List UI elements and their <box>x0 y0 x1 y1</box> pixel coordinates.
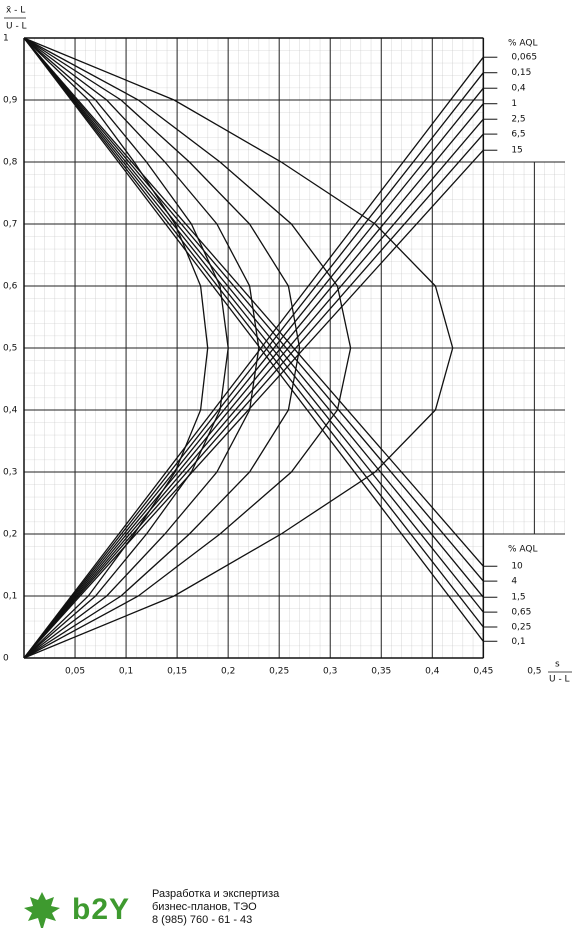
series-line <box>23 37 301 659</box>
annotation: % AQL <box>508 545 538 555</box>
x-tick-label: 0,2 <box>221 667 235 677</box>
series-label: 4 <box>511 577 517 587</box>
series-label: 1 <box>511 99 517 109</box>
series-line <box>23 37 229 659</box>
series-line <box>23 37 454 659</box>
x-tick-label: 0,5 <box>527 667 541 677</box>
y-tick-label: 0 <box>3 654 9 664</box>
footer-line: Разработка и экспертиза <box>152 888 280 900</box>
y-tick-label: 0,8 <box>3 158 18 168</box>
y-label-denominator: U - L <box>6 22 27 32</box>
series-label: 0,65 <box>511 608 531 618</box>
y-tick-label: 0,7 <box>3 220 17 230</box>
y-tick-label: 0,6 <box>3 282 18 292</box>
series-label: 1,5 <box>511 593 525 603</box>
series-line <box>23 37 484 567</box>
y-tick-label: 0,5 <box>3 344 17 354</box>
series-line <box>23 37 209 659</box>
y-tick-label: 1 <box>3 34 9 44</box>
series-label: 2,5 <box>511 115 525 125</box>
x-tick-label: 0,05 <box>65 667 85 677</box>
footer-line: бизнес-планов, ТЭО <box>152 901 257 913</box>
y-tick-label: 0,1 <box>3 592 17 602</box>
x-tick-label: 0,25 <box>269 667 289 677</box>
series-line <box>23 37 352 659</box>
series-label: 0,4 <box>511 84 526 94</box>
y-tick-label: 0,3 <box>3 468 17 478</box>
series-label: 0,15 <box>511 68 531 78</box>
series-label: 10 <box>511 562 523 572</box>
series-line <box>23 37 484 613</box>
series-line <box>23 149 484 659</box>
series-label: 0,1 <box>511 637 525 647</box>
series-line <box>23 37 260 659</box>
series-line <box>23 87 484 659</box>
series-line <box>23 37 484 628</box>
series-line <box>23 118 484 659</box>
footer-line: 8 (985) 760 - 61 - 43 <box>152 914 253 926</box>
x-tick-label: 0,45 <box>473 667 493 677</box>
x-label-denominator: U - L <box>549 675 570 685</box>
y-tick-label: 0,4 <box>3 406 18 416</box>
series-label: 15 <box>511 146 522 156</box>
series-line <box>23 133 484 659</box>
x-tick-label: 0,35 <box>371 667 391 677</box>
x-label-numerator: s <box>555 660 560 670</box>
series-line <box>23 72 484 659</box>
y-tick-label: 0,9 <box>3 96 18 106</box>
series-label: 0,065 <box>511 53 537 63</box>
series-label: 0,25 <box>511 623 531 633</box>
logo-leaf <box>24 892 60 928</box>
series-label: 6,5 <box>511 130 525 140</box>
annotation: % AQL <box>508 39 538 49</box>
y-tick-label: 0,2 <box>3 530 17 540</box>
x-tick-label: 0,3 <box>323 667 337 677</box>
x-tick-label: 0,15 <box>167 667 187 677</box>
y-label-numerator: x̄ - L <box>6 6 25 16</box>
footer-text: Разработка и экспертиза бизнес-планов, Т… <box>152 888 279 927</box>
x-tick-label: 0,1 <box>119 667 133 677</box>
series-line <box>23 37 484 642</box>
logo-text: b2Y <box>72 893 131 926</box>
chart: x̄ - L U - L s U - L 0 0,1 0,2 0,3 0,4 0,5 0,6… <box>3 6 572 685</box>
x-tick-label: 0,4 <box>425 667 440 677</box>
series-line <box>23 56 484 659</box>
